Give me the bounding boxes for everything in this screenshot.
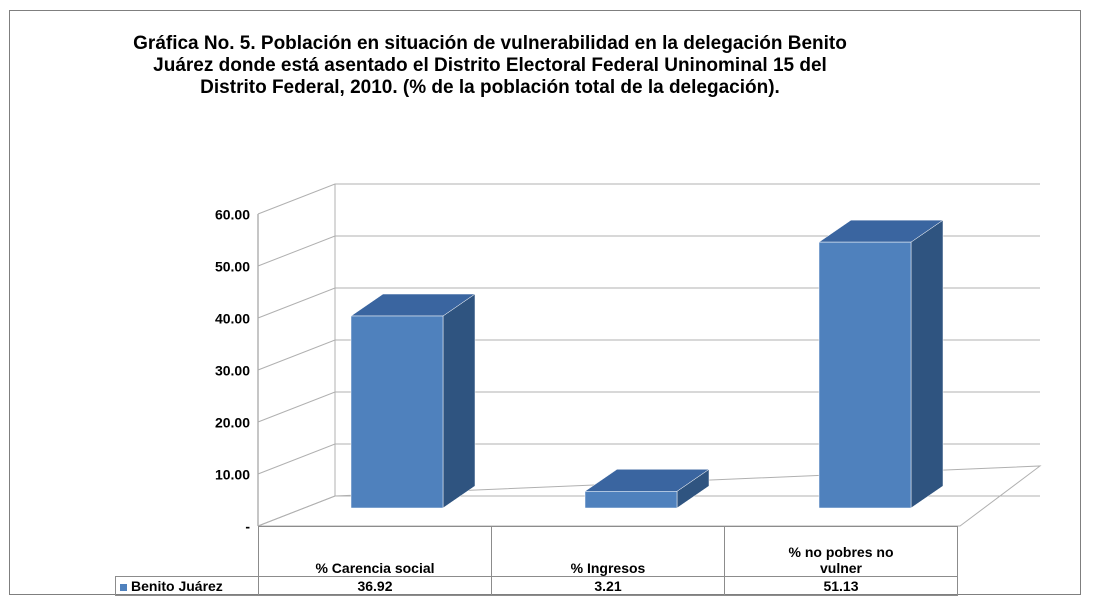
bar [818,241,912,509]
y-tick-label: 10.00 [215,467,250,483]
value-cell: 51.13 [724,576,958,596]
empty-cell [116,527,259,577]
legend-label: Benito Juárez [131,578,223,594]
category-label: % Carencia social [315,560,435,576]
grid-line [257,443,1040,475]
y-tick-label: 50.00 [215,259,250,275]
grid-line [257,287,1040,319]
y-tick-label: 30.00 [215,363,250,379]
legend-cell: Benito Juárez [115,576,259,596]
legend-swatch [120,583,127,591]
y-tick-label: 20.00 [215,415,250,431]
bar [584,491,678,509]
chart-title: Gráfica No. 5. Población en situación de… [133,33,847,98]
grid-line [257,391,1040,423]
category-label: % Ingresos [570,560,646,576]
y-tick-label: 40.00 [215,311,250,327]
bar-side [442,293,476,509]
y-tick-label: 60.00 [215,207,250,223]
category-cell: % Carencia social [258,526,492,577]
y-tick-label: - [245,519,250,535]
data-table: % Carencia social % Ingresos % no pobres… [115,526,958,596]
bar [350,315,444,509]
category-label: % no pobres no vulner [788,544,894,576]
category-cell: % Ingresos [491,526,725,577]
category-row: % Carencia social % Ingresos % no pobres… [116,526,958,577]
grid-line [257,235,1040,267]
value-cell: 3.21 [491,576,725,596]
category-cell: % no pobres no vulner [724,526,958,577]
value-row: Benito Juárez 36.92 3.21 51.13 [115,576,958,596]
value-cell: 36.92 [258,576,492,596]
grid-line [257,495,1040,527]
bar-side [910,219,944,509]
grid-line [257,339,1040,371]
grid-line [257,183,1040,215]
